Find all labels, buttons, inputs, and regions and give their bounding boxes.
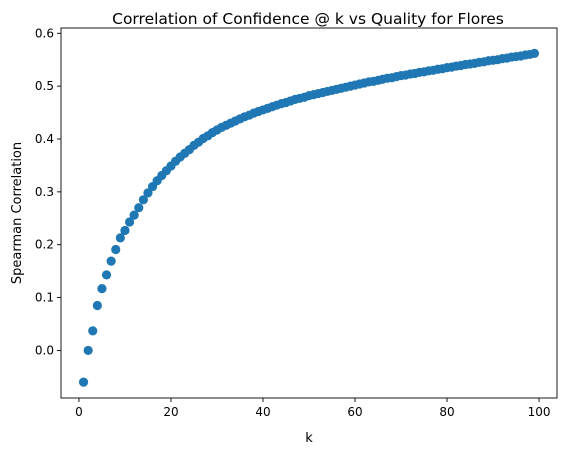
x-tick-label: 0 (75, 405, 83, 419)
x-tick-label: 60 (347, 405, 362, 419)
data-point (111, 244, 121, 255)
x-tick-label: 100 (528, 405, 551, 419)
y-tick-label: 0.1 (35, 291, 54, 305)
y-axis-ticks: 0.0 0.1 0.2 0.3 0.4 0.5 0.6 (35, 26, 61, 357)
data-point (88, 326, 98, 336)
data-point (101, 270, 112, 280)
data-points (78, 48, 540, 387)
data-point (97, 283, 107, 294)
data-point (106, 256, 116, 266)
data-point (138, 195, 148, 205)
data-point (134, 203, 144, 213)
y-tick-label: 0.3 (35, 185, 54, 199)
data-point (129, 210, 139, 220)
y-tick-label: 0.4 (35, 132, 54, 146)
y-tick-label: 0.0 (35, 343, 54, 357)
data-point (83, 345, 93, 356)
data-point (78, 377, 89, 387)
data-point (143, 188, 153, 198)
data-point (115, 233, 125, 243)
y-axis-label: Spearman Correlation (10, 142, 25, 284)
y-tick-label: 0.2 (35, 238, 54, 252)
x-axis-ticks: 0 20 40 60 80 100 (75, 398, 551, 419)
chart-title: Correlation of Confidence @ k vs Quality… (112, 10, 504, 28)
x-tick-label: 80 (439, 405, 454, 419)
y-tick-label: 0.5 (35, 79, 54, 93)
data-point (120, 225, 130, 236)
data-point (124, 217, 135, 227)
x-axis-label: k (305, 431, 313, 446)
x-tick-label: 40 (255, 405, 270, 419)
y-tick-label: 0.6 (35, 26, 54, 40)
x-tick-label: 20 (163, 405, 178, 419)
data-point (92, 300, 102, 311)
data-point (529, 48, 540, 58)
plot-frame (60, 27, 558, 399)
